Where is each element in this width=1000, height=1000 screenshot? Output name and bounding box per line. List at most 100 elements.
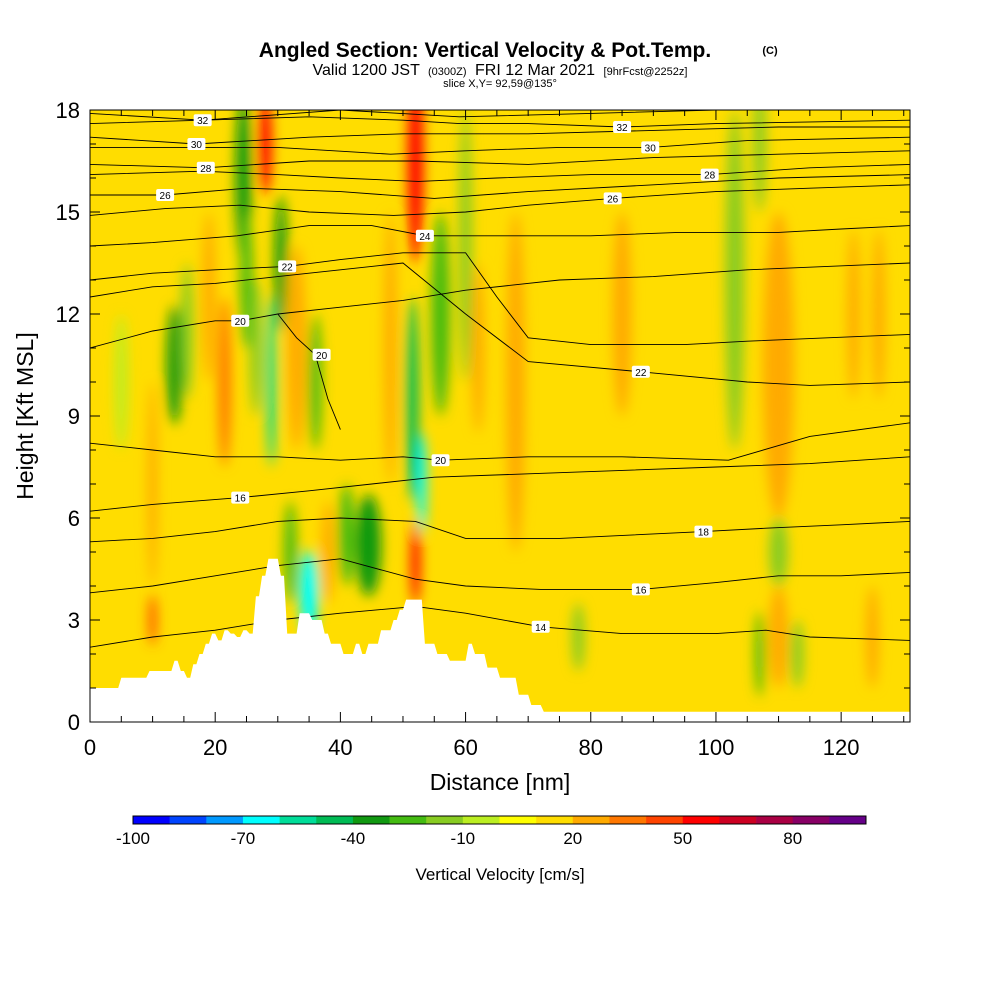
velocity-cell [506, 212, 526, 552]
contour-label-text: 32 [197, 116, 209, 127]
contour-label: 32 [193, 114, 212, 127]
y-tick-label: 3 [68, 608, 80, 633]
y-tick-label: 0 [68, 710, 80, 735]
colorbar-swatch [133, 816, 170, 824]
y-axis: 0 3 6 9 12 15 18 [56, 98, 910, 735]
velocity-cell [384, 212, 397, 484]
contour-label: 16 [231, 491, 250, 505]
contour-label: 30 [641, 141, 660, 154]
theta-contour-line [90, 422, 910, 461]
forecast-tag: [9hrFcst@2252z] [604, 66, 688, 78]
velocity-cell [762, 212, 795, 518]
x-tick-label: 100 [698, 735, 735, 760]
colorbar-swatch [682, 816, 720, 824]
velocity-cell [407, 110, 424, 263]
theta-contour-line [90, 116, 910, 128]
plot-area: 14 16 16 18 20 20 20 22 22 24 26 26 28 28 30 30 32 32 [90, 110, 910, 722]
contour-label-text: 20 [316, 351, 328, 362]
contour-label: 16 [631, 583, 650, 596]
y-tick-label: 9 [68, 404, 80, 429]
contour-label: 22 [278, 260, 297, 273]
colorbar-swatch [316, 816, 354, 824]
y-axis-label: Height [Kft MSL] [12, 332, 38, 499]
colorbar-tick-label: 20 [563, 829, 582, 848]
contour-label-text: 28 [200, 164, 212, 175]
contour-label-text: 22 [282, 262, 294, 273]
velocity-cell [612, 212, 632, 416]
colorbar-tick-label: -100 [116, 829, 150, 848]
colorbar-swatch [646, 816, 684, 824]
velocity-cell [791, 620, 804, 688]
colorbar-swatch [352, 816, 390, 824]
colorbar-swatch [279, 816, 317, 824]
colorbar-swatch [536, 816, 574, 824]
contour-label-text: 16 [235, 494, 247, 505]
velocity-cell [406, 297, 419, 501]
velocity-cell [431, 212, 450, 416]
velocity-cell [417, 433, 427, 535]
x-axis: 0 20 40 60 80 100 120 [84, 110, 905, 760]
contour-label-text: 32 [616, 123, 628, 134]
velocity-cell [769, 586, 788, 688]
velocity-cell [410, 519, 421, 605]
terrain [90, 558, 910, 722]
theta-contour-line [90, 174, 910, 199]
velocity-cell [755, 611, 765, 697]
contour-label: 26 [603, 192, 622, 205]
y-tick-label: 18 [56, 98, 80, 123]
contour-label-text: 30 [645, 143, 657, 154]
contour-label: 20 [231, 314, 250, 328]
colorbar-tick-label: -10 [451, 829, 476, 848]
x-tick-label: 60 [453, 735, 477, 760]
velocity-cell [309, 314, 322, 450]
contour-label-text: 30 [191, 140, 203, 151]
theta-contour-line [90, 225, 910, 247]
colorbar-swatch [792, 816, 830, 824]
valid-date: FRI 12 Mar 2021 [475, 62, 595, 79]
colorbar-swatch [756, 816, 793, 824]
contour-label: 26 [156, 189, 175, 202]
colorbar-title: Vertical Velocity [cm/s] [415, 865, 584, 884]
contour-label: 24 [415, 229, 434, 243]
velocity-cell [287, 246, 306, 450]
colorbar-tick-label: 80 [783, 829, 802, 848]
contour-label: 14 [531, 620, 550, 634]
velocity-cell [259, 110, 272, 195]
colorbar-swatch [462, 816, 500, 824]
contour-label-text: 18 [698, 528, 710, 539]
y-tick-label: 15 [56, 200, 80, 225]
colorbar-swatch [499, 816, 537, 824]
velocity-cell [753, 110, 767, 212]
contour-label-text: 28 [704, 171, 716, 182]
theta-contour-line [90, 184, 910, 216]
contour-label-text: 26 [607, 194, 619, 205]
x-tick-label: 20 [203, 735, 227, 760]
velocity-cell [180, 263, 194, 399]
velocity-cell [459, 110, 472, 382]
velocity-cell [356, 494, 382, 597]
colorbar-swatch [426, 816, 464, 824]
velocity-cell [725, 110, 745, 450]
theta-contour-line [90, 517, 910, 543]
contour-label: 28 [700, 168, 719, 182]
theta-contour-line [90, 126, 910, 145]
velocity-cell [769, 518, 788, 586]
contour-label: 28 [196, 161, 215, 175]
velocity-cell [471, 263, 485, 433]
theta-contour-line [90, 163, 910, 182]
colorbar-swatch [206, 816, 244, 824]
contour-label: 32 [613, 121, 632, 134]
theta-contour-line [90, 150, 910, 169]
colorbar-tick-label: -70 [231, 829, 256, 848]
velocity-cell [338, 484, 355, 586]
theta-contour-line [90, 252, 910, 346]
contour-label-text: 20 [435, 456, 447, 467]
contour-label: 30 [187, 138, 206, 151]
contour-label-text: 26 [160, 191, 172, 202]
contour-label: 20 [431, 454, 450, 467]
velocity-cell [166, 305, 183, 425]
chart-subtitle: Valid 1200 JST (0300Z) FRI 12 Mar 2021 [… [313, 62, 688, 79]
velocity-cell [872, 229, 885, 399]
colorbar: -100 -70 -40 -10 20 50 80 [116, 815, 867, 848]
